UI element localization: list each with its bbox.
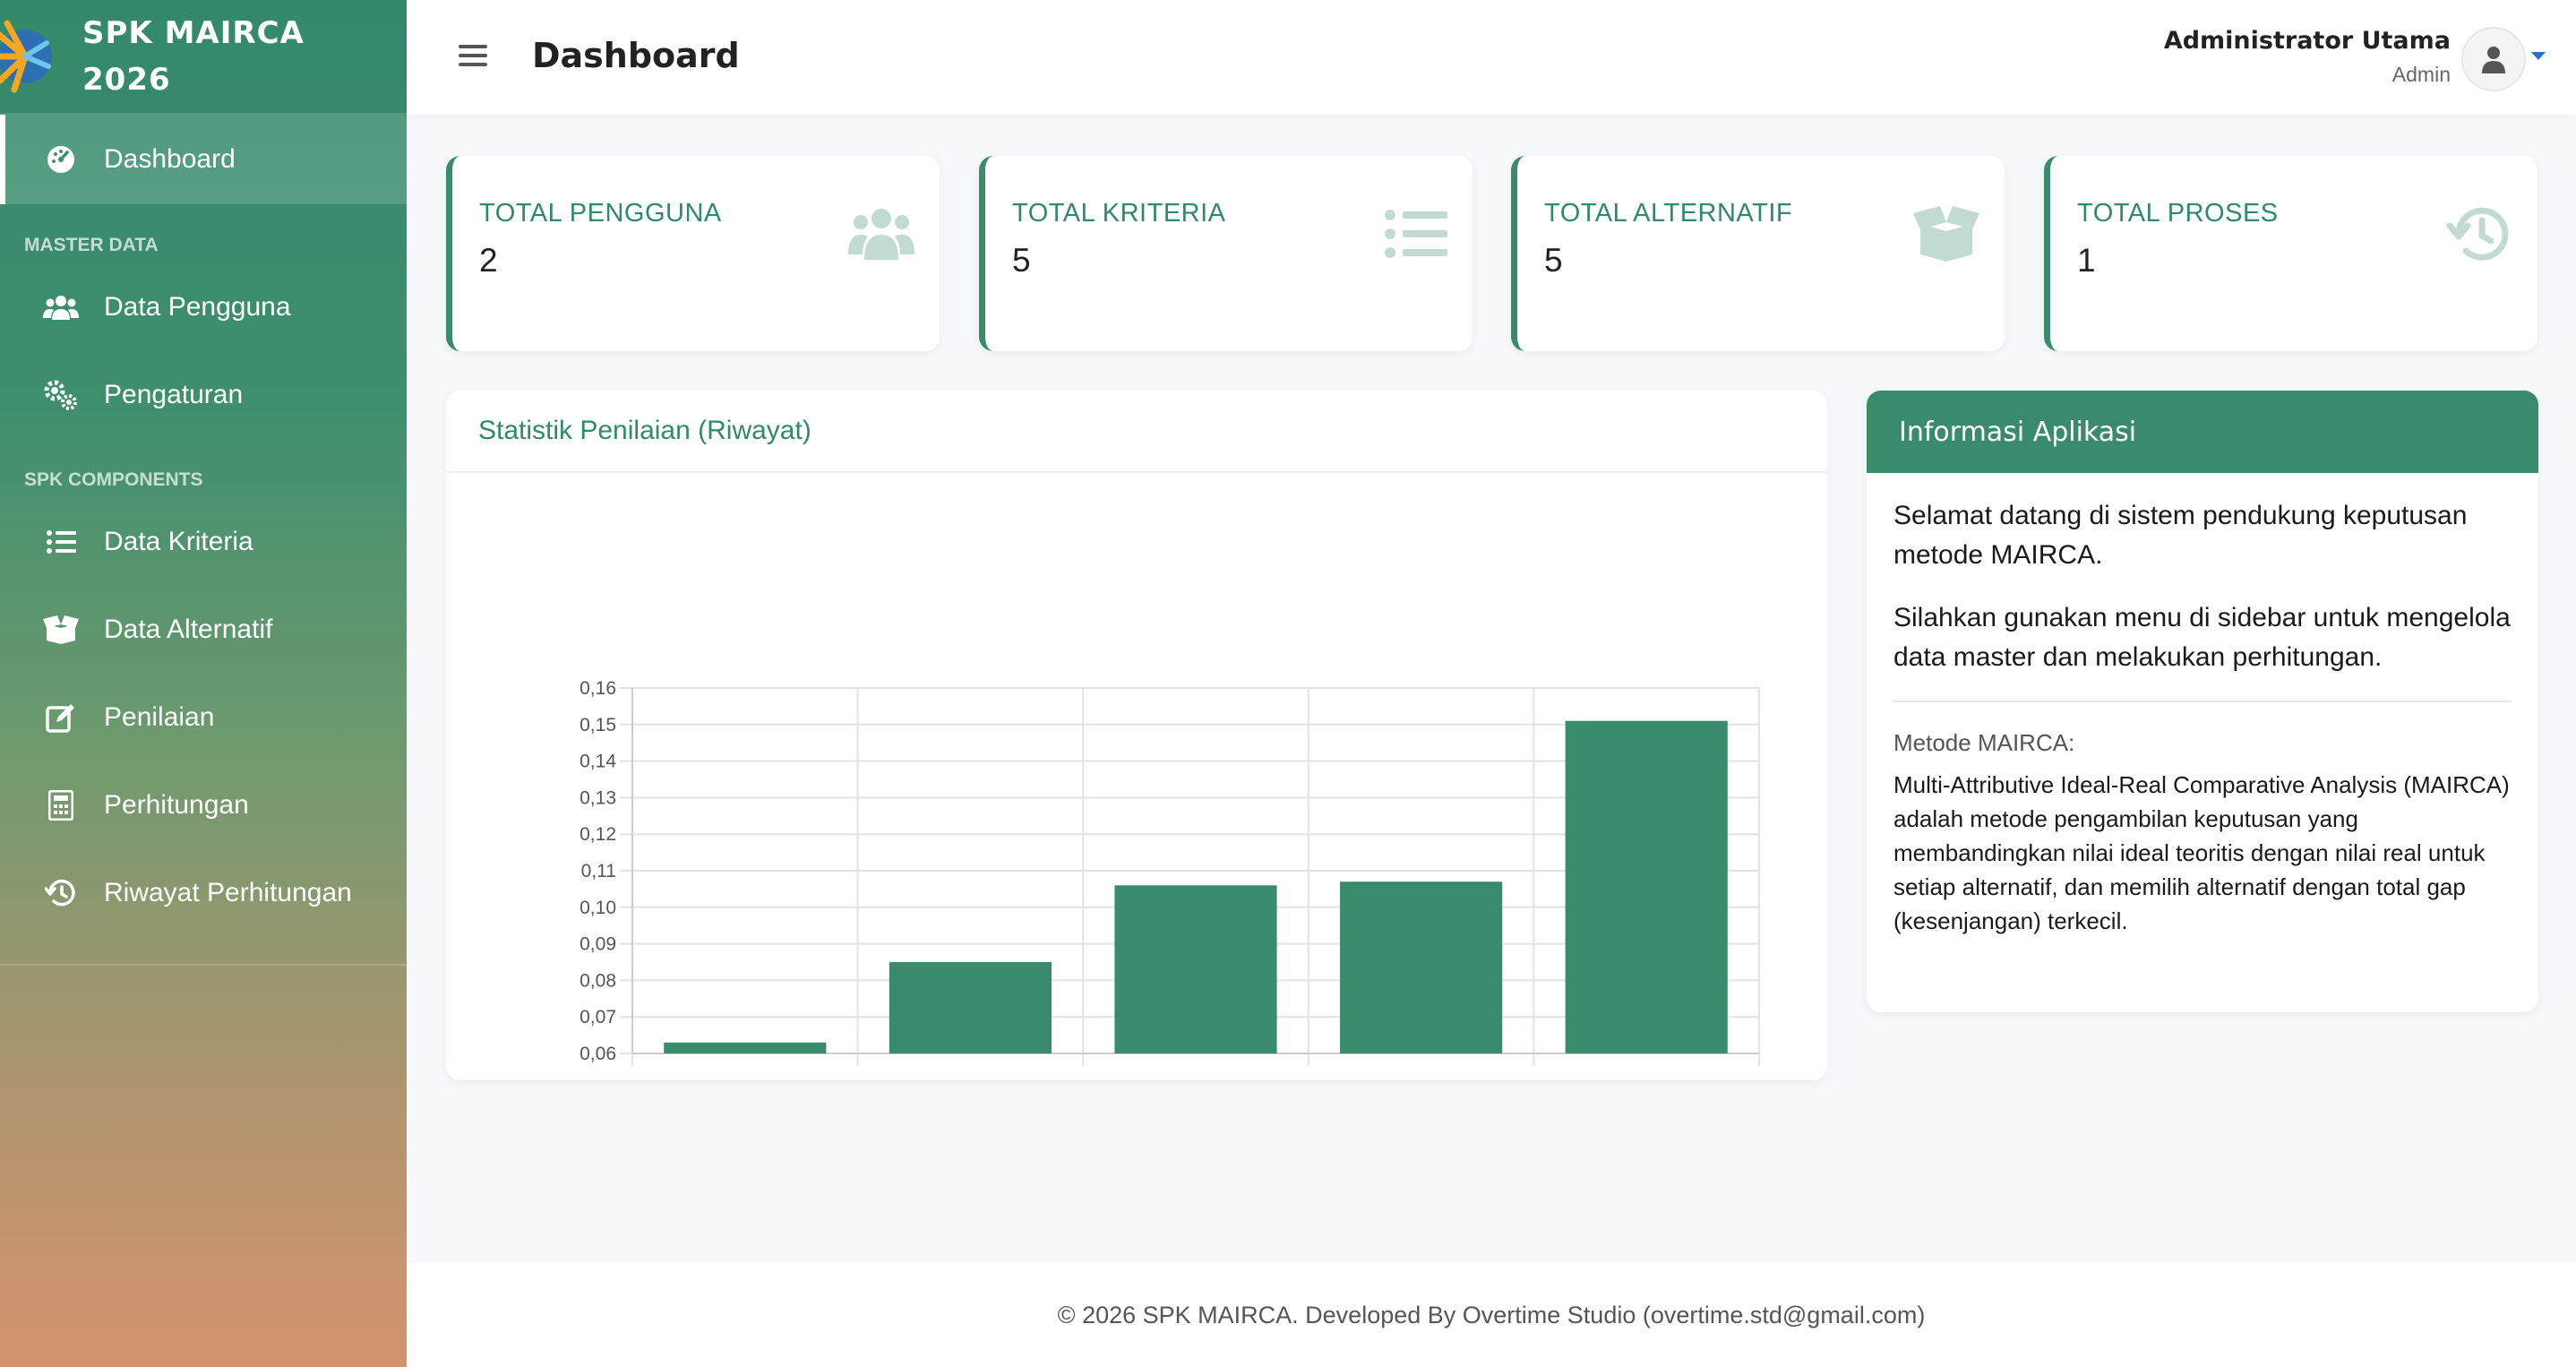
y-tick-label: 0,08 bbox=[580, 970, 616, 991]
y-tick-label: 0,06 bbox=[580, 1044, 616, 1064]
brand-title: SPK MAIRCA 2026 bbox=[82, 10, 305, 103]
cogs-icon bbox=[43, 377, 79, 413]
sidebar-item-label: Penilaian bbox=[104, 702, 215, 732]
sidebar-item-perhitungan[interactable]: Perhitungan bbox=[0, 761, 407, 849]
footer: © 2026 SPK MAIRCA. Developed By Overtime… bbox=[407, 1263, 2576, 1367]
sidebar-item-dashboard[interactable]: Dashboard bbox=[0, 115, 407, 204]
list-icon bbox=[1385, 210, 1447, 258]
y-tick-label: 0,16 bbox=[580, 678, 616, 699]
calculator-icon bbox=[43, 787, 79, 823]
y-tick-label: 0,15 bbox=[580, 715, 616, 735]
stat-label: TOTAL KRITERIA bbox=[1012, 199, 1226, 228]
sidebar-item-data-pengguna[interactable]: Data Pengguna bbox=[0, 263, 407, 351]
users-icon bbox=[43, 289, 79, 325]
stat-label: TOTAL ALTERNATIF bbox=[1544, 199, 1793, 228]
chart-card: Statistik Penilaian (Riwayat) MAIRCA 202… bbox=[446, 391, 1827, 1080]
chevron-down-icon[interactable] bbox=[2531, 52, 2546, 60]
info-method-label: Metode MAIRCA: bbox=[1893, 729, 2075, 756]
stat-value: 1 bbox=[2077, 242, 2096, 279]
stat-value: 5 bbox=[1012, 242, 1031, 279]
chart-card-title: Statistik Penilaian (Riwayat) bbox=[446, 391, 1827, 473]
stat-card-total-alternatif: TOTAL ALTERNATIF 5 bbox=[1511, 156, 2005, 351]
users-icon bbox=[848, 209, 914, 260]
list-icon bbox=[43, 524, 79, 560]
sidebar-item-data-alternatif[interactable]: Data Alternatif bbox=[0, 586, 407, 674]
info-welcome-text: Selamat datang di sistem pendukung keput… bbox=[1893, 501, 2468, 570]
footer-text: © 2026 SPK MAIRCA. Developed By Overtime… bbox=[1057, 1301, 1926, 1328]
chart-bar bbox=[889, 962, 1052, 1053]
sidebar-item-penilaian[interactable]: Penilaian bbox=[0, 674, 407, 761]
sidebar-item-pengaturan[interactable]: Pengaturan bbox=[0, 351, 407, 439]
section-heading-master-data: MASTER DATA bbox=[24, 235, 159, 255]
info-instruction-text: Silahkan gunakan menu di sidebar untuk m… bbox=[1893, 603, 2511, 672]
sidebar-divider bbox=[0, 964, 407, 966]
y-tick-label: 0,11 bbox=[581, 861, 616, 881]
sidebar-item-label: Data Alternatif bbox=[104, 615, 273, 644]
sidebar-item-label: Perhitungan bbox=[104, 790, 249, 820]
chart-bar bbox=[664, 1042, 827, 1053]
edit-icon bbox=[43, 700, 79, 735]
brand-line-1: SPK MAIRCA bbox=[82, 15, 305, 51]
stat-value: 2 bbox=[479, 242, 498, 279]
sidebar-item-label: Data Kriteria bbox=[104, 527, 253, 556]
stat-label: TOTAL PROSES bbox=[2077, 199, 2279, 228]
sidebar-item-riwayat-perhitungan[interactable]: Riwayat Perhitungan bbox=[0, 849, 407, 937]
tachometer-icon bbox=[43, 142, 79, 177]
topbar: Dashboard Administrator Utama Admin bbox=[407, 0, 2576, 115]
sidebar-item-label: Riwayat Perhitungan bbox=[104, 878, 352, 907]
y-tick-label: 0,13 bbox=[580, 787, 616, 808]
stat-card-total-pengguna: TOTAL PENGGUNA 2 bbox=[446, 156, 940, 351]
box-open-icon bbox=[1913, 206, 1979, 262]
info-method-description: Multi-Attributive Ideal-Real Comparative… bbox=[1893, 771, 2510, 934]
y-tick-label: 0,12 bbox=[580, 824, 616, 845]
user-icon bbox=[2482, 47, 2505, 73]
section-heading-spk-components: SPK COMPONENTS bbox=[24, 469, 203, 490]
sidebar: SPK MAIRCA 2026 Dashboard MASTER DATA Da… bbox=[0, 0, 407, 1367]
chart-bar bbox=[1114, 885, 1277, 1053]
stat-label: TOTAL PENGGUNA bbox=[479, 199, 722, 228]
history-icon bbox=[43, 875, 79, 911]
y-tick-label: 0,09 bbox=[580, 934, 616, 955]
info-divider bbox=[1893, 701, 2512, 702]
y-tick-label: 0,07 bbox=[580, 1007, 616, 1027]
brand-line-2: 2026 bbox=[82, 62, 171, 98]
history-icon bbox=[2446, 207, 2509, 261]
stat-card-total-proses: TOTAL PROSES 1 bbox=[2044, 156, 2537, 351]
sidebar-item-data-kriteria[interactable]: Data Kriteria bbox=[0, 498, 407, 586]
info-card-title: Informasi Aplikasi bbox=[1867, 391, 2538, 473]
y-tick-label: 0,10 bbox=[580, 898, 616, 918]
stat-value: 5 bbox=[1544, 242, 1563, 279]
avatar[interactable] bbox=[2461, 27, 2526, 91]
sidebar-item-label: Pengaturan bbox=[104, 380, 244, 409]
bar-chart: MAIRCA 20260,160,150,140,130,120,110,100… bbox=[580, 678, 1760, 1066]
chart-bar bbox=[1565, 720, 1728, 1053]
brand[interactable]: SPK MAIRCA 2026 bbox=[0, 0, 407, 115]
page-title: Dashboard bbox=[532, 36, 740, 75]
info-card: Informasi Aplikasi Selamat datang di sis… bbox=[1867, 391, 2538, 1012]
box-open-icon bbox=[43, 612, 79, 648]
sidebar-item-label: Dashboard bbox=[104, 144, 236, 174]
brand-logo-icon bbox=[0, 20, 52, 93]
user-role: Admin bbox=[2391, 63, 2451, 86]
stat-card-total-kriteria: TOTAL KRITERIA 5 bbox=[979, 156, 1473, 351]
chart-bar bbox=[1340, 881, 1503, 1053]
sidebar-item-label: Data Pengguna bbox=[104, 292, 291, 322]
hamburger-menu-icon[interactable] bbox=[457, 39, 489, 72]
user-name[interactable]: Administrator Utama bbox=[2163, 27, 2451, 55]
y-tick-label: 0,14 bbox=[580, 752, 616, 772]
